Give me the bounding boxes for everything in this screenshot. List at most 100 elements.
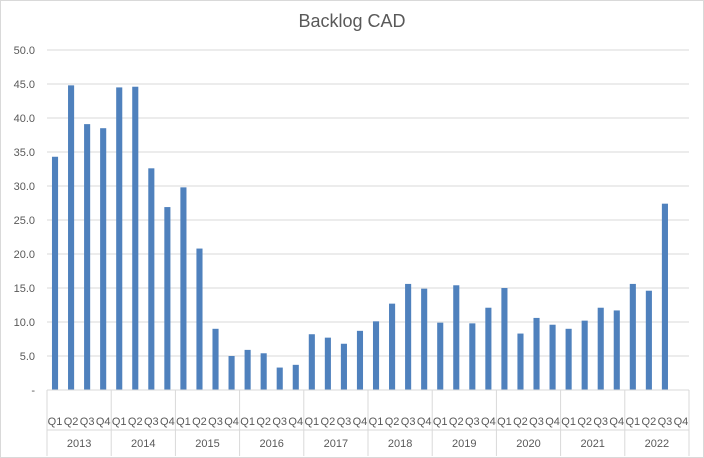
x-tick-label: Q3 [272,416,287,428]
bar [549,324,556,390]
bar [645,290,652,390]
y-tick-label: 45.0 [14,79,35,91]
x-tick-label: Q1 [497,416,512,428]
x-tick-label: Q3 [208,416,223,428]
bar [629,283,636,390]
x-tick-label: Q1 [112,416,127,428]
bar [517,333,524,390]
y-tick-label: 25.0 [14,215,35,227]
bar [132,86,139,390]
bar [372,321,380,390]
y-axis-ticks: - 5.0 10.0 15.0 20.0 25.0 30.0 35.0 40.0 45.0 50.0 [14,45,36,397]
bar [356,330,364,390]
bar [581,320,588,390]
x-tick-label: Q4 [96,416,111,428]
x-tick-label: Q1 [369,416,384,428]
x-tick-label: Q1 [240,416,255,428]
x-tick-label: Q3 [465,416,480,428]
bar [437,322,444,390]
x-tick-label: Q2 [128,416,143,428]
x-tick-label: Q1 [176,416,191,428]
year-label: 2015 [195,438,219,450]
year-label: 2019 [452,438,476,450]
chart-title: Backlog CAD [298,11,406,31]
x-tick-label: Q3 [80,416,95,428]
x-tick-label: Q2 [577,416,592,428]
x-tick-label: Q1 [48,416,63,428]
x-tick-label: Q3 [529,416,544,428]
year-label: 2013 [67,438,91,450]
y-tick-label: 15.0 [14,283,35,295]
x-tick-label: Q3 [144,416,159,428]
x-tick-label: Q4 [481,416,496,428]
x-tick-label: Q3 [658,416,673,428]
x-tick-label: Q2 [192,416,207,428]
x-tick-label: Q1 [304,416,319,428]
bar [260,353,267,390]
bar [196,248,203,390]
x-tick-label: Q4 [674,416,689,428]
bar [51,156,59,390]
x-tick-label: Q4 [609,416,624,428]
x-tick-label: Q2 [385,416,400,428]
x-tick-label: Q3 [593,416,608,428]
bar [228,356,235,390]
x-tick-label: Q2 [642,416,657,428]
y-tick-label: 30.0 [14,181,35,193]
x-axis: Q1 Q2 Q3 Q4 Q1 Q2 Q3 Q4 Q1 Q2 Q3 Q4 Q1 Q2 Q3 Q4 Q1 Q2 Q3 Q4… [46,389,690,456]
bar [533,317,540,390]
bar [116,87,123,391]
bar [565,328,572,390]
y-tick-label: 10.0 [14,317,35,329]
year-label: 2022 [645,438,669,450]
bar [180,187,187,390]
year-label: 2016 [259,438,283,450]
x-tick-label: Q4 [288,416,303,428]
bar [661,203,668,390]
y-tick-label: 20.0 [14,249,35,261]
x-tick-label: Q2 [256,416,271,428]
bars [51,85,668,391]
y-tick-label: 35.0 [14,147,35,159]
x-tick-label: Q2 [513,416,528,428]
bar [405,283,412,390]
x-tick-label: Q4 [417,416,432,428]
x-tick-label: Q1 [433,416,448,428]
bar [212,328,219,390]
bar [340,343,347,390]
x-tick-label: Q4 [160,416,175,428]
y-tick-label: 40.0 [14,113,35,125]
bar [389,303,396,390]
year-label: 2014 [131,438,155,450]
bar [84,124,91,391]
bar [276,367,283,390]
year-label: 2017 [324,438,348,450]
x-tick-label: Q2 [449,416,464,428]
bar [501,288,508,390]
bar [292,364,299,390]
bar [597,307,604,390]
bar [244,349,251,390]
year-label: 2021 [580,438,604,450]
bar [324,337,331,390]
bar [469,323,476,390]
gridlines [47,49,689,357]
x-tick-label: Q1 [561,416,576,428]
bar [100,128,107,390]
bar [148,168,155,390]
x-tick-label: Q4 [353,416,368,428]
x-tick-label: Q3 [401,416,416,428]
bar [485,307,492,390]
bar [308,334,315,390]
x-tick-label: Q1 [625,416,640,428]
y-tick-label: - [31,385,35,397]
y-tick-label: 5.0 [20,351,35,363]
x-tick-label: Q3 [337,416,352,428]
x-tick-label: Q2 [321,416,336,428]
bar [453,285,460,390]
x-tick-label: Q4 [545,416,560,428]
x-tick-label: Q2 [64,416,79,428]
bar [421,288,428,390]
bar [613,310,620,390]
